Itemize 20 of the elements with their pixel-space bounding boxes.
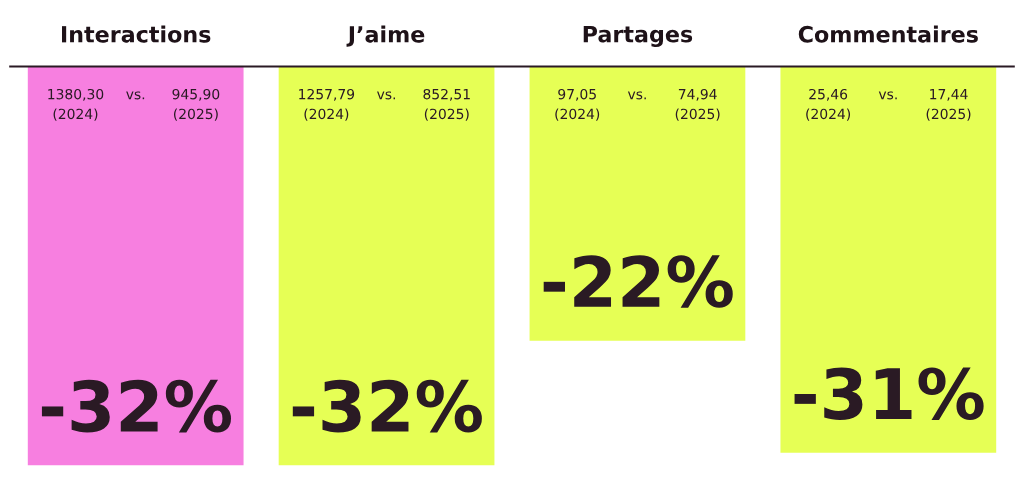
x-tick-label: Interactions [61, 25, 211, 43]
data-label: -31% [794, 367, 984, 420]
annotation: 1380,30 (2024) [48, 88, 104, 121]
data-label: -22% [543, 255, 733, 308]
annotation: 17,44 (2025) [926, 89, 971, 121]
annotation: vs. [377, 91, 395, 100]
annotation: vs. [126, 91, 145, 100]
annotation: vs. [878, 91, 897, 100]
x-tick-label: Partages [583, 25, 693, 47]
x-tick-label: Commentaires [798, 25, 978, 43]
annotation: 74,94 (2025) [675, 88, 720, 121]
annotation: vs. [627, 91, 646, 100]
annotation: 945,90 (2025) [172, 88, 220, 121]
annotation: 1257,79 (2024) [299, 88, 355, 121]
annotation: 852,51 (2025) [423, 88, 470, 121]
annotation: 25,46 (2024) [806, 88, 851, 121]
annotation: 97,05 (2024) [555, 88, 600, 121]
data-label: -32% [292, 379, 482, 433]
x-tick-label: J’aime [346, 25, 425, 47]
data-label: -32% [41, 379, 231, 433]
